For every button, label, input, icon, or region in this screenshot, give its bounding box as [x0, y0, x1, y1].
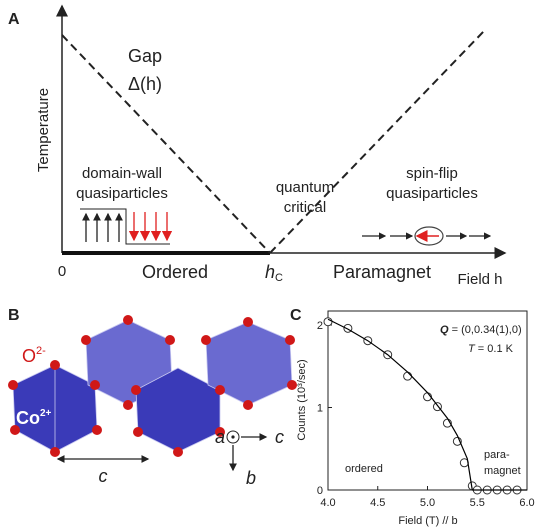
- gap-line: [62, 35, 270, 253]
- axis-out: [231, 435, 234, 438]
- subscript: C: [275, 272, 283, 284]
- label: a: [215, 427, 225, 447]
- data-point: [404, 372, 412, 380]
- panel-label: B: [8, 307, 20, 324]
- annotation: T = 0.1 K: [468, 343, 514, 355]
- charge: 2+: [40, 408, 52, 419]
- annotation: ordered: [345, 463, 383, 475]
- figure: A Temperature Gap Δ(h) domain-wall quasi…: [0, 0, 538, 529]
- axis-title: Temperature: [35, 88, 52, 172]
- tick-label: 0: [58, 263, 66, 280]
- x-tick-label: 6.0: [519, 497, 534, 509]
- label: c: [99, 466, 108, 486]
- ion-label: O2-: [22, 345, 46, 366]
- axis-title: Field (T) // b: [398, 515, 457, 527]
- panel-label: A: [8, 11, 20, 28]
- label: spin-flip: [406, 165, 458, 182]
- label: quasiparticles: [76, 185, 168, 202]
- value: = (0,0.34(1),0): [452, 324, 522, 336]
- octahedra: [13, 320, 292, 452]
- data-point: [324, 318, 332, 326]
- label: hC: [265, 262, 283, 284]
- symbol: O: [22, 346, 36, 366]
- symbol: Co: [16, 408, 40, 428]
- label: critical: [284, 199, 327, 216]
- panel-label: C: [290, 307, 302, 324]
- label: Ordered: [142, 262, 208, 282]
- value: = 0.1 K: [478, 343, 514, 355]
- label: quasiparticles: [386, 185, 478, 202]
- x-tick-label: 5.0: [420, 497, 435, 509]
- label: b: [246, 468, 256, 488]
- label: c: [275, 427, 284, 447]
- x-tick-label: 4.5: [370, 497, 385, 509]
- x-tick-label: 4.0: [320, 497, 335, 509]
- charge: 2-: [36, 345, 46, 357]
- label: Gap: [128, 46, 162, 66]
- panel-c: C Counts (10³/sec) Field (T) // b Q = (0…: [290, 307, 535, 527]
- annotation: Q = (0,0.34(1),0): [440, 324, 522, 336]
- label: domain-wall: [82, 165, 162, 182]
- y-tick-label: 0: [317, 485, 323, 497]
- label: Paramagnet: [333, 262, 431, 282]
- symbol: T: [468, 343, 476, 355]
- annotation: para-: [484, 449, 510, 461]
- label: quantum: [276, 179, 334, 196]
- spin-arrows: [134, 212, 167, 240]
- y-tick-label: 2: [317, 320, 323, 332]
- symbol: Q: [440, 324, 449, 336]
- annotation: magnet: [484, 465, 521, 477]
- gap-line: [270, 30, 485, 253]
- x-tick-label: 5.5: [470, 497, 485, 509]
- y-tick-label: 1: [317, 403, 323, 415]
- panel-a: A Temperature Gap Δ(h) domain-wall quasi…: [8, 6, 505, 288]
- axis-title: Counts (10³/sec): [296, 359, 308, 440]
- symbol: h: [265, 262, 275, 282]
- axis-title: Field h: [457, 271, 502, 288]
- panel-b: B O2- Co2+ c a c b: [8, 307, 297, 488]
- label: Δ(h): [128, 74, 162, 94]
